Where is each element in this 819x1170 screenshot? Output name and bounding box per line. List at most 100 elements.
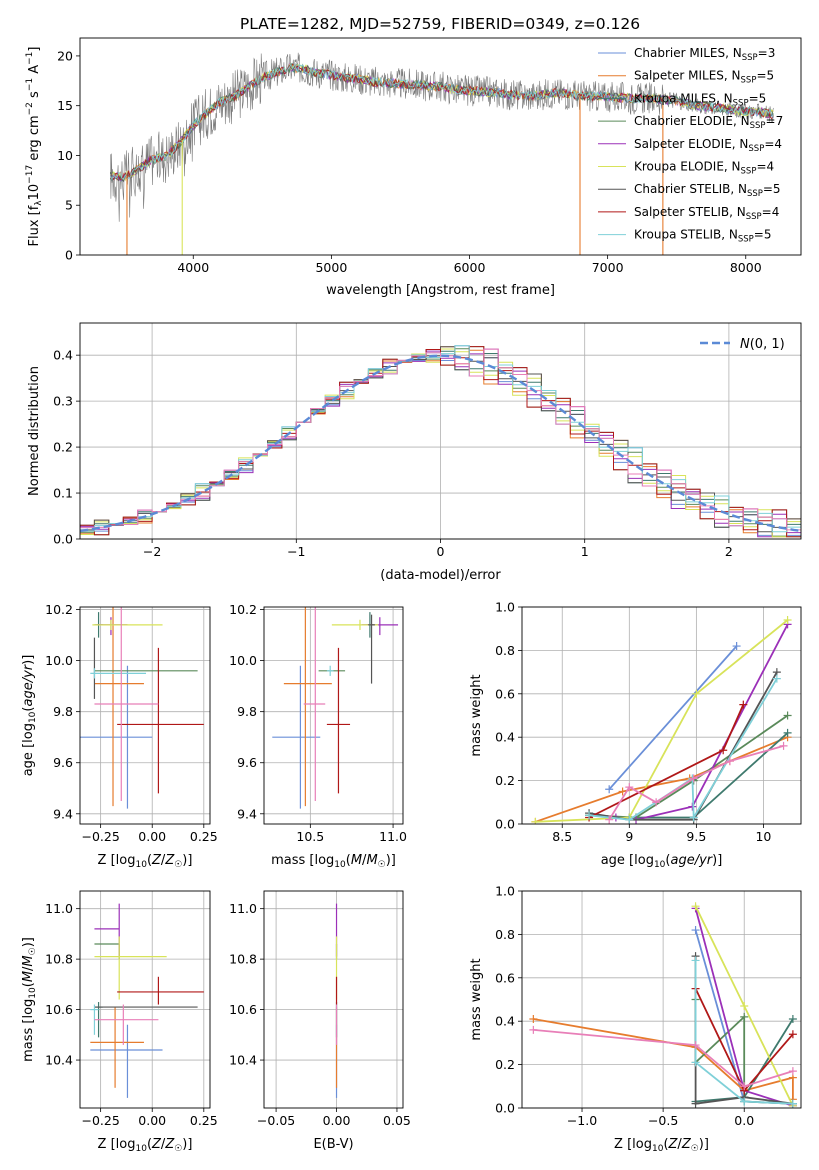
y-tick-label: 10.4 [45, 1053, 73, 1068]
x-tick-label: −0.25 [81, 829, 119, 844]
mass_vs_Z-plot-area [90, 903, 204, 1098]
y-tick-label: 9.4 [237, 806, 257, 821]
mass-weight-marker [772, 674, 781, 683]
x-axis-label: mass [log10(M/M☉)] [271, 853, 396, 870]
x-tick-label: 8.5 [552, 829, 572, 844]
legend-label: Salpeter ELODIE, NSSP=4 [634, 137, 782, 154]
x-tick-label: 0.05 [383, 1113, 411, 1128]
axes-frame [263, 890, 404, 1109]
mass_weight_vs_age-plot-area [531, 616, 792, 824]
legend-label: Kroupa STELIB, NSSP=5 [634, 228, 772, 245]
y-tick-label: 0.1 [53, 486, 73, 501]
y-tick-label: 0.2 [495, 1057, 515, 1072]
x-tick-label: 0.25 [190, 829, 218, 844]
legend-label: Salpeter STELIB, NSSP=4 [634, 205, 779, 222]
y-tick-label: 9.6 [237, 755, 257, 770]
y-tick-label: 15 [57, 98, 73, 113]
x-tick-label: −1.0 [567, 1113, 597, 1128]
axes-frame [263, 606, 404, 825]
mass-weight-marker [625, 815, 634, 824]
y-tick-label: 10.2 [229, 602, 257, 617]
y-tick-label: 10.6 [45, 1002, 73, 1017]
y-tick-label: 11.0 [229, 901, 257, 916]
y-tick-label: 10.4 [229, 1053, 257, 1068]
y-tick-label: 1.0 [495, 884, 515, 899]
y-tick-label: 0.0 [495, 1101, 515, 1116]
mass-weight-marker [788, 1099, 797, 1108]
x-tick-label: 9 [625, 829, 633, 844]
x-axis-label: (data-model)/error [380, 568, 501, 583]
mass-weight-marker [692, 689, 701, 698]
y-tick-label: 9.8 [53, 704, 73, 719]
x-tick-label: 8000 [730, 260, 762, 275]
legend-label: Kroupa ELODIE, NSSP=4 [634, 160, 774, 177]
y-axis-label: age [log10(age/yr)] [21, 655, 38, 777]
x-tick-label: 1 [581, 544, 589, 559]
mass-weight-line [608, 745, 784, 821]
mass-weight-marker [732, 642, 741, 651]
mass-weight-marker [691, 1099, 700, 1108]
y-axis-label: mass weight [469, 958, 484, 1040]
y-tick-label: 11.0 [45, 901, 73, 916]
x-axis-label: Z [log10(Z/Z☉)] [98, 1137, 193, 1154]
mass-weight-marker [691, 956, 700, 965]
mass-weight-marker [625, 783, 634, 792]
age_vs_mass-plot-area [272, 607, 399, 809]
mass-weight-marker [529, 1025, 538, 1034]
y-tick-label: 0.6 [495, 970, 515, 985]
mass-weight-marker [725, 757, 734, 766]
x-tick-label: −0.25 [81, 1113, 119, 1128]
mass-weight-line [694, 960, 793, 1105]
mass-weight-line [535, 619, 789, 823]
mass-weight-marker [689, 774, 698, 783]
y-tick-label: 10 [57, 148, 73, 163]
model-spectrum-line [110, 63, 774, 182]
x-tick-label: 0.00 [138, 829, 166, 844]
mass-weight-marker [788, 1030, 797, 1039]
histogram-step-line [80, 348, 801, 539]
mass-weight-marker [652, 798, 661, 807]
x-tick-label: 0.25 [190, 1113, 218, 1128]
mass-weight-line [608, 645, 738, 790]
mass-weight-marker [783, 728, 792, 737]
legend-label: Chabrier STELIB, NSSP=5 [634, 182, 781, 199]
y-tick-label: 10.6 [229, 1002, 257, 1017]
x-axis-label: Z [log10(Z/Z☉)] [614, 1137, 709, 1154]
x-tick-label: 6000 [454, 260, 486, 275]
mass-weight-line [588, 671, 778, 821]
x-tick-label: −2 [143, 544, 161, 559]
x-tick-label: 9.5 [686, 829, 706, 844]
y-tick-label: 1.0 [495, 600, 515, 615]
y-axis-label: Normed distribution [27, 366, 42, 496]
y-axis-label: mass [log10(M/M☉)] [21, 937, 38, 1062]
y-tick-label: 0.2 [53, 440, 73, 455]
y-tick-label: 0 [65, 248, 73, 263]
mass-weight-marker [788, 1015, 797, 1024]
histogram-step-line [80, 345, 801, 539]
mass-weight-marker [740, 1097, 749, 1106]
y-tick-label: 9.8 [237, 704, 257, 719]
mass-weight-marker [783, 711, 792, 720]
x-tick-label: −0.05 [257, 1113, 295, 1128]
y-tick-label: 0.4 [53, 348, 73, 363]
y-tick-label: 0.8 [495, 927, 515, 942]
legend-label: N(0, 1) [740, 337, 785, 352]
axes-frame [521, 890, 802, 1109]
axes-frame [521, 606, 802, 825]
y-tick-label: 0.4 [495, 1014, 515, 1029]
mass-weight-marker [585, 811, 594, 820]
mass-weight-marker [689, 813, 698, 822]
observed-spectrum-line [110, 52, 774, 222]
x-tick-label: 0.00 [323, 1113, 351, 1128]
residuals-plot-area [80, 345, 801, 539]
mass-weight-marker [618, 787, 627, 796]
y-axis-label: mass weight [469, 674, 484, 756]
y-tick-label: 0.2 [495, 773, 515, 788]
mass-weight-marker [691, 1041, 700, 1050]
y-tick-label: 0.6 [495, 686, 515, 701]
y-tick-label: 5 [65, 198, 73, 213]
y-tick-label: 0.0 [53, 532, 73, 547]
mass-weight-marker [740, 1082, 749, 1091]
x-tick-label: 0 [437, 544, 445, 559]
x-axis-label: age [log10(age/yr)] [601, 853, 723, 870]
